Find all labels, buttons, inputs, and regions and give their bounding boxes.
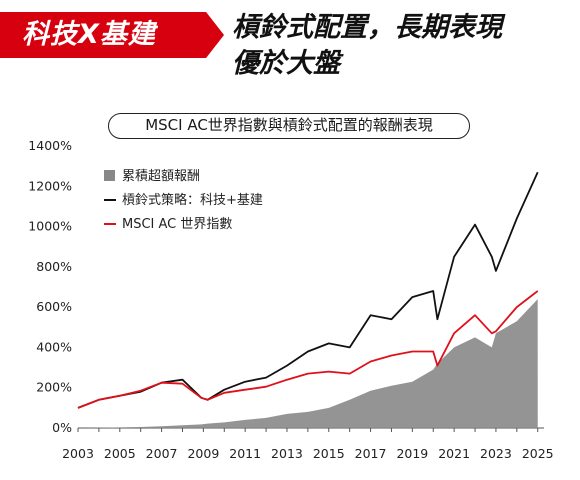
x-tick-label: 2005 bbox=[104, 446, 136, 461]
legend-label: MSCI AC 世界指數 bbox=[122, 217, 232, 232]
legend-label: 累積超額報酬 bbox=[122, 169, 200, 184]
y-tick-label: 200% bbox=[36, 380, 72, 395]
y-tick-label: 1000% bbox=[28, 219, 72, 234]
x-tick-label: 2017 bbox=[355, 446, 387, 461]
series-area-excess-return bbox=[78, 299, 538, 428]
y-tick-label: 800% bbox=[36, 259, 72, 274]
x-tick-label: 2025 bbox=[522, 446, 554, 461]
y-tick-label: 600% bbox=[36, 299, 72, 314]
section-tag: 科技X基建 bbox=[0, 12, 224, 58]
x-axis: 2003 2005 2007 2009 2011 2013 2015 2017 2019 2021… bbox=[62, 427, 554, 461]
x-tick-label: 2011 bbox=[229, 446, 261, 461]
x-tick-label: 2023 bbox=[480, 446, 512, 461]
plot-area bbox=[77, 171, 539, 428]
legend-swatch-excess bbox=[104, 170, 115, 181]
legend-label: 槓鈴式策略：科技+基建 bbox=[122, 192, 263, 208]
x-tick-label: 2009 bbox=[187, 446, 219, 461]
headline: 槓鈴式配置，長期表現 優於大盤 bbox=[232, 10, 572, 82]
x-tick-label: 2003 bbox=[62, 446, 94, 461]
series-line-msci-acwi bbox=[77, 290, 539, 409]
x-tick-label: 2013 bbox=[271, 446, 303, 461]
headline-line-2: 優於大盤 bbox=[232, 48, 340, 79]
y-tick-label: 1400% bbox=[28, 138, 72, 153]
x-tick-label: 2019 bbox=[396, 446, 428, 461]
y-tick-label: 0% bbox=[52, 420, 72, 435]
x-tick-label: 2015 bbox=[313, 446, 345, 461]
x-tick-label: 2021 bbox=[438, 446, 470, 461]
y-tick-label: 400% bbox=[36, 339, 72, 354]
y-tick-label: 1200% bbox=[28, 178, 72, 193]
x-tick-label: 2007 bbox=[146, 446, 178, 461]
chart-title: MSCI AC世界指數與槓鈴式配置的報酬表現 bbox=[108, 113, 470, 139]
headline-line-1: 槓鈴式配置，長期表現 bbox=[232, 12, 502, 43]
y-axis: 0% 200% 400% 600% 800% 1000% 1200% 1400% bbox=[28, 138, 72, 435]
